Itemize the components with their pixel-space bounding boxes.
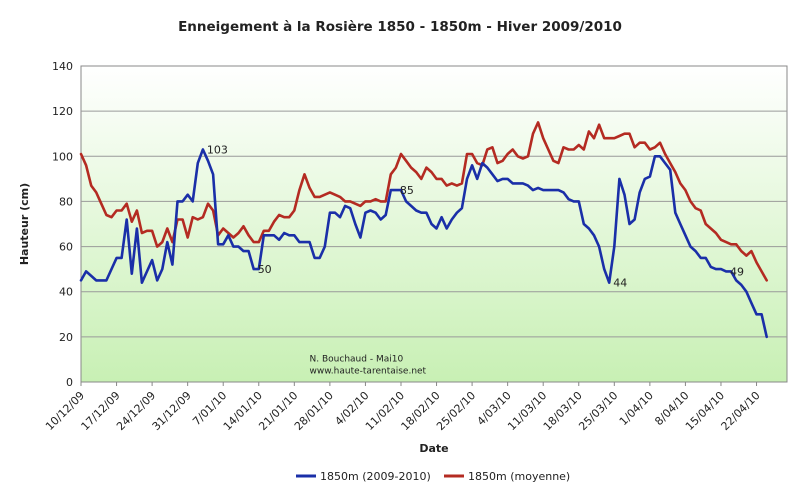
data-label: 103 xyxy=(207,144,228,157)
legend-label-current: 1850m (2009-2010) xyxy=(320,470,431,483)
credit-author: N. Bouchaud - Mai10 xyxy=(310,355,404,365)
series-line-average xyxy=(79,121,769,282)
y-tick-label: 80 xyxy=(59,195,73,208)
legend-label-average: 1850m (moyenne) xyxy=(468,470,570,483)
series-line-current xyxy=(79,148,769,339)
x-tick-label: 1/04/10 xyxy=(617,389,656,428)
x-tick-label: 31/12/09 xyxy=(150,389,194,433)
y-tick-label: 120 xyxy=(52,105,73,118)
y-tick-label: 0 xyxy=(66,376,73,389)
legend: 1850m (2009-2010) 1850m (moyenne) xyxy=(296,470,570,483)
y-tick-label: 60 xyxy=(59,241,73,254)
y-tick-label: 100 xyxy=(52,150,73,163)
data-label: 49 xyxy=(730,265,744,278)
data-annotations: 103 50 85 44 49 xyxy=(207,144,744,290)
x-axis-label: Date xyxy=(419,442,448,455)
x-tick-label: 28/01/10 xyxy=(292,389,336,433)
y-tick-label: 40 xyxy=(59,286,73,299)
data-label: 44 xyxy=(613,277,627,290)
y-tick-labels: 0 20 40 60 80 100 120 140 xyxy=(52,60,73,389)
data-label: 50 xyxy=(258,263,272,276)
x-tick-labels: 10/12/0917/12/0924/12/0931/12/097/01/101… xyxy=(43,382,763,433)
credit-website: www.haute-tarentaise.net xyxy=(310,367,427,377)
y-tick-label: 20 xyxy=(59,331,73,344)
series-lines xyxy=(79,121,769,339)
x-tick-label: 25/02/10 xyxy=(434,389,478,433)
x-tick-label: 22/04/10 xyxy=(719,389,763,433)
y-axis-label: Hauteur (cm) xyxy=(18,183,31,265)
gridlines xyxy=(81,110,787,338)
chart-title: Enneigement à la Rosière 1850 - 1850m - … xyxy=(178,19,622,35)
data-label: 85 xyxy=(400,184,414,197)
y-tick-label: 140 xyxy=(52,60,73,73)
plot-area xyxy=(80,65,788,383)
x-tick-label: 25/03/10 xyxy=(576,389,620,433)
